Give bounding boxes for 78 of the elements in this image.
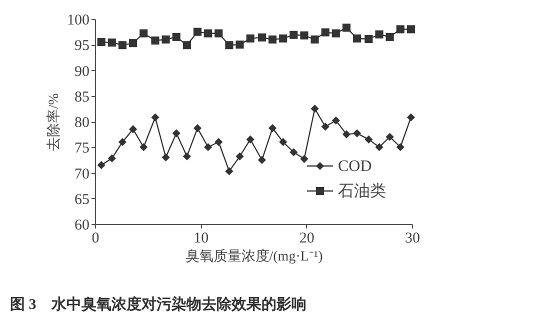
point xyxy=(246,135,254,144)
point xyxy=(225,41,234,50)
y-tick-label: 65 xyxy=(74,192,90,208)
y-tick-label: 85 xyxy=(74,89,90,106)
point xyxy=(204,29,212,38)
x-tick-label: 10 xyxy=(194,230,209,246)
point xyxy=(151,113,160,122)
point xyxy=(204,143,212,152)
point xyxy=(396,25,404,34)
point xyxy=(193,124,202,132)
point xyxy=(375,143,384,152)
point xyxy=(140,29,148,38)
legend-label: COD xyxy=(338,158,372,175)
y-tick-label: 90 xyxy=(74,64,90,80)
point xyxy=(364,135,373,144)
point xyxy=(342,130,351,138)
point xyxy=(214,29,223,38)
legend-label: 石油类 xyxy=(338,182,386,200)
y-tick-label: 60 xyxy=(74,218,90,234)
point xyxy=(386,32,394,41)
point xyxy=(406,25,415,34)
point xyxy=(396,143,404,152)
point xyxy=(236,40,244,49)
point xyxy=(268,35,277,44)
x-tick-label: 20 xyxy=(299,230,314,246)
y-tick-label: 80 xyxy=(74,115,90,131)
point xyxy=(353,129,362,138)
y-tick-label: 95 xyxy=(74,38,90,54)
point xyxy=(97,161,106,170)
point xyxy=(290,148,298,156)
point xyxy=(182,152,191,160)
point xyxy=(279,138,288,146)
point xyxy=(162,35,170,44)
point xyxy=(321,28,330,36)
point xyxy=(225,167,234,176)
point xyxy=(140,143,148,152)
x-axis-title: 臭氧质量浓度/(mg·L⁻¹) xyxy=(185,248,324,264)
point xyxy=(193,28,202,36)
point xyxy=(129,125,138,134)
point xyxy=(332,29,340,38)
point xyxy=(310,35,319,44)
point xyxy=(97,38,106,46)
point xyxy=(321,122,330,131)
point xyxy=(375,30,384,38)
point xyxy=(162,153,170,162)
point xyxy=(332,116,340,125)
point xyxy=(236,152,244,160)
point xyxy=(268,124,277,132)
point xyxy=(300,31,308,40)
point xyxy=(279,34,288,43)
y-tick-label: 75 xyxy=(74,140,90,157)
y-tick-label: 70 xyxy=(74,166,90,182)
point xyxy=(310,104,319,113)
point xyxy=(129,39,138,48)
point xyxy=(386,132,394,141)
point xyxy=(290,30,298,39)
caption: 图 3 水中臭氧浓度对污染物去除效果的影响 xyxy=(10,295,306,313)
point xyxy=(118,41,127,50)
point xyxy=(108,38,116,47)
point xyxy=(182,41,191,50)
x-tick-label: 30 xyxy=(405,230,420,246)
point xyxy=(258,33,266,42)
point xyxy=(300,154,308,163)
y-tick-label: 100 xyxy=(67,12,90,28)
point xyxy=(342,24,351,32)
x-tick-label: 0 xyxy=(92,230,100,246)
point xyxy=(364,34,373,44)
y-axis-title: 去除率/% xyxy=(46,92,62,151)
point xyxy=(246,34,254,43)
point xyxy=(151,36,160,45)
point xyxy=(172,129,180,138)
point xyxy=(118,138,127,146)
point xyxy=(258,156,266,164)
point xyxy=(172,32,180,41)
point xyxy=(108,154,116,162)
point xyxy=(214,138,223,146)
point xyxy=(353,34,362,43)
point xyxy=(406,113,415,122)
